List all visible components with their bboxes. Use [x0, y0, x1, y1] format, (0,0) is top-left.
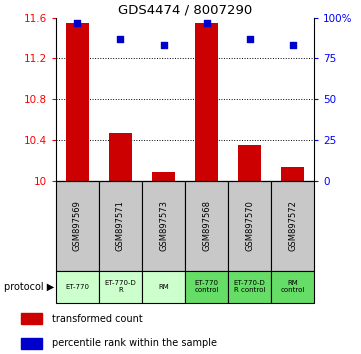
- Text: ET-770
control: ET-770 control: [194, 280, 219, 293]
- Bar: [238, 145, 261, 181]
- Point: [161, 42, 166, 48]
- Text: GSM897572: GSM897572: [288, 200, 297, 251]
- Bar: [228, 271, 271, 303]
- Text: ET-770-D
R: ET-770-D R: [105, 280, 136, 293]
- Bar: [185, 181, 228, 271]
- Point: [247, 36, 252, 42]
- Bar: [271, 271, 314, 303]
- Title: GDS4474 / 8007290: GDS4474 / 8007290: [118, 4, 252, 17]
- Text: RM
control: RM control: [280, 280, 305, 293]
- Text: protocol ▶: protocol ▶: [4, 282, 54, 292]
- Bar: [99, 181, 142, 271]
- Point: [75, 20, 81, 25]
- Point: [204, 20, 209, 25]
- Text: GSM897568: GSM897568: [202, 200, 211, 251]
- Bar: [21, 313, 42, 324]
- Bar: [21, 338, 42, 349]
- Bar: [99, 271, 142, 303]
- Bar: [228, 181, 271, 271]
- Bar: [195, 23, 218, 181]
- Bar: [271, 181, 314, 271]
- Text: GSM897569: GSM897569: [73, 200, 82, 251]
- Text: GSM897570: GSM897570: [245, 200, 254, 251]
- Bar: [56, 271, 99, 303]
- Bar: [281, 167, 304, 181]
- Bar: [185, 271, 228, 303]
- Bar: [142, 271, 185, 303]
- Text: GSM897573: GSM897573: [159, 200, 168, 251]
- Text: ET-770: ET-770: [65, 284, 90, 290]
- Text: transformed count: transformed count: [52, 314, 143, 324]
- Bar: [109, 133, 132, 181]
- Bar: [142, 181, 185, 271]
- Bar: [66, 23, 89, 181]
- Text: percentile rank within the sample: percentile rank within the sample: [52, 338, 217, 348]
- Text: GSM897571: GSM897571: [116, 200, 125, 251]
- Point: [118, 36, 123, 42]
- Bar: [152, 172, 175, 181]
- Text: ET-770-D
R control: ET-770-D R control: [234, 280, 265, 293]
- Text: RM: RM: [158, 284, 169, 290]
- Bar: [56, 181, 99, 271]
- Point: [290, 42, 295, 48]
